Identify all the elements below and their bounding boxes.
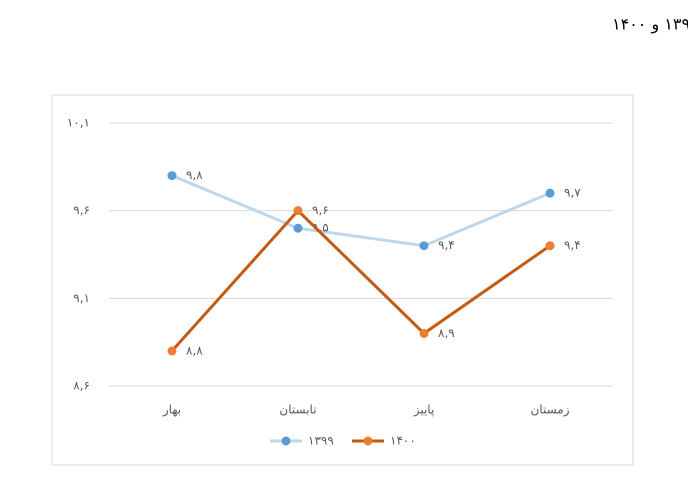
data-label: ۹,۶	[312, 203, 329, 217]
point	[167, 171, 177, 181]
x-tick-label: پاییز	[413, 403, 435, 418]
legend-label: ۱۴۰۰	[390, 434, 416, 448]
y-tick-label: ۸,۶	[73, 379, 90, 393]
data-label: ۹,۷	[564, 186, 581, 200]
data-label: ۹,۵	[312, 221, 329, 235]
chart-frame	[51, 94, 634, 466]
data-label: ۹,۴	[438, 238, 455, 252]
legend-marker	[363, 436, 373, 446]
point	[293, 206, 303, 216]
data-label: ۸,۹	[438, 326, 455, 340]
series-line	[170, 208, 551, 352]
legend-label: ۱۳۹۹	[308, 434, 334, 448]
y-tick-label: ۹,۱	[73, 291, 90, 305]
point	[167, 346, 177, 356]
x-tick-label: تابستان	[279, 403, 316, 417]
chart-title: نرخ بیکاری جمعیت ۱۵ سال و بیشتر در فصل‌ه…	[612, 15, 688, 35]
x-tick-label: بهار	[162, 403, 181, 418]
series-line	[171, 174, 551, 248]
point	[419, 328, 429, 338]
data-label: ۹,۸	[186, 168, 203, 182]
y-tick-label: ۱۰,۱	[67, 116, 90, 130]
point	[545, 188, 555, 198]
point	[545, 241, 555, 251]
legend-marker	[281, 436, 291, 446]
y-tick-label: ۹,۶	[73, 203, 90, 217]
x-tick-label: زمستان	[530, 403, 569, 418]
point	[419, 241, 429, 251]
data-label: ۸,۸	[186, 343, 203, 357]
point	[293, 223, 303, 233]
data-label: ۹,۴	[564, 238, 581, 252]
